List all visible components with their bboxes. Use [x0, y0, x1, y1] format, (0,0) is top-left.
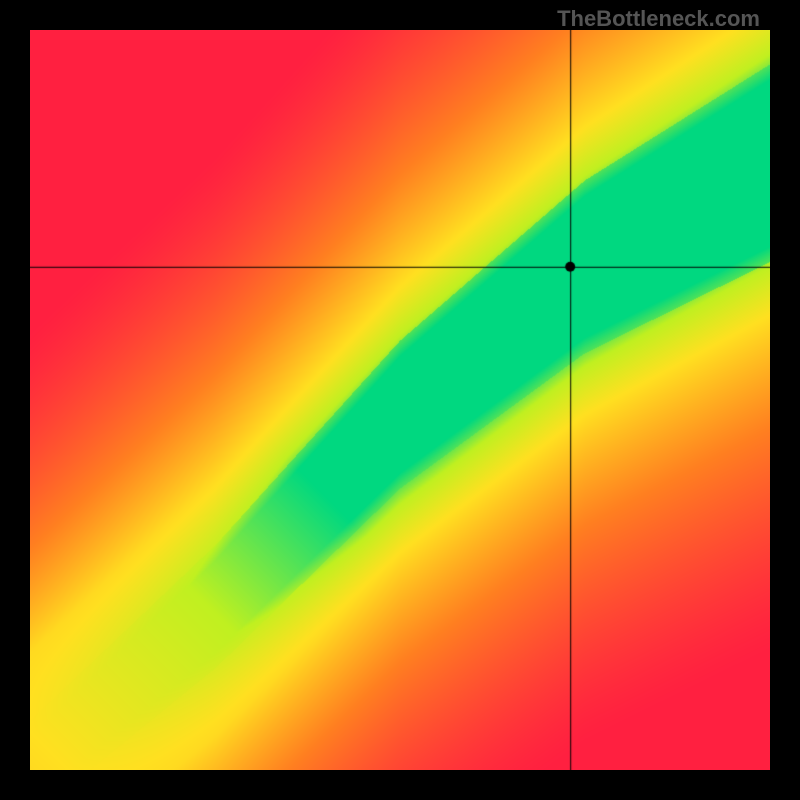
heatmap-canvas: [30, 30, 770, 770]
watermark-text: TheBottleneck.com: [557, 6, 760, 32]
bottleneck-heatmap: [30, 30, 770, 770]
